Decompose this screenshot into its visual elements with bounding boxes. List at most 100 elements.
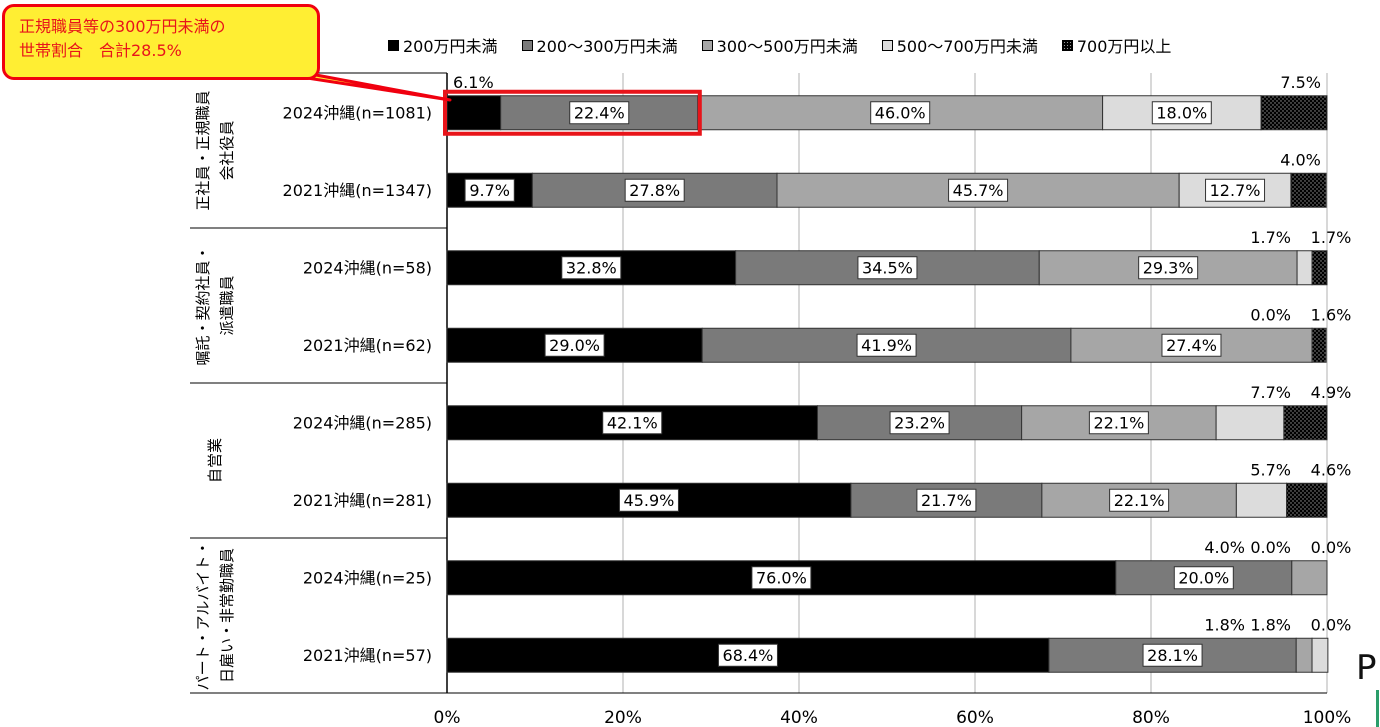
x-tick-label: 20% — [604, 708, 642, 727]
segment-label-box — [544, 333, 605, 357]
segment-label: 42.1% — [607, 413, 658, 432]
x-tick-label: 60% — [956, 708, 994, 727]
segment-label-box — [1138, 256, 1199, 280]
segment-label: 22.1% — [1093, 413, 1144, 432]
legend-label: 700万円以上 — [1076, 37, 1172, 56]
segment-label: 0.0% — [1250, 305, 1291, 324]
segment-label-box — [870, 101, 931, 125]
segment-label-box — [1151, 101, 1212, 125]
segment-label-box — [889, 411, 950, 435]
x-axis-ticks: 0% 20% 40% 60% 80% 100% — [434, 708, 1352, 727]
segment-label: 20.0% — [1178, 568, 1229, 587]
segment-label: 7.5% — [1280, 73, 1321, 92]
bar-segment — [1215, 405, 1285, 441]
row-label: 2024沖縄(n=285) — [293, 413, 432, 432]
segment-label: 76.0% — [756, 568, 807, 587]
segment-label: 0.0% — [1311, 538, 1352, 557]
segment-label: 4.0% — [1204, 538, 1245, 557]
segment-label: 41.9% — [861, 336, 912, 355]
highlight-rect — [443, 89, 702, 136]
segment-label: 4.0% — [1280, 150, 1321, 169]
bar-segment — [1283, 405, 1328, 441]
segment-label-box — [1161, 333, 1222, 357]
segment-label: 32.8% — [566, 258, 617, 277]
category-axis-frame — [190, 72, 1327, 694]
segment-label: 4.6% — [1311, 460, 1352, 479]
row-label: 2021沖縄(n=57) — [303, 646, 432, 665]
segment-label-box — [1173, 566, 1234, 590]
callout-line-1: 正規職員等の300万円未満の — [19, 17, 226, 36]
segment-label-box — [1205, 178, 1266, 202]
legend-item: 200～300万円未満 — [521, 33, 678, 57]
segment-label: 7.7% — [1250, 383, 1291, 402]
row-label: 2021沖縄(n=62) — [303, 336, 432, 355]
segment-label: 27.8% — [629, 181, 680, 200]
segment-label: 23.2% — [894, 413, 945, 432]
group-label: パート・アルバイト・ — [194, 541, 212, 691]
bar-segment — [446, 95, 502, 131]
segment-label-box — [561, 256, 622, 280]
segment-label: 4.9% — [1311, 383, 1352, 402]
group-label: 会社役員 — [218, 120, 236, 180]
segment-label: 0.0% — [1311, 615, 1352, 634]
group-label: 正社員・正規職員 — [194, 90, 212, 210]
segment-label: 29.0% — [549, 336, 600, 355]
segment-label: 22.4% — [574, 103, 625, 122]
segment-label: 45.7% — [953, 181, 1004, 200]
segment-label: 1.8% — [1250, 615, 1291, 634]
legend: 200万円未満 200～300万円未満 300～500万円未満 500～700万円未満… — [388, 33, 1171, 57]
x-tick-label: 100% — [1303, 708, 1352, 727]
segment-label-box — [916, 488, 977, 512]
segment-label: 18.0% — [1156, 103, 1207, 122]
group-label: 派遣職員 — [218, 275, 236, 335]
segment-label: 1.8% — [1204, 615, 1245, 634]
segment-label: 22.1% — [1114, 491, 1165, 510]
highlight-box — [443, 89, 702, 136]
x-tick-label: 80% — [1132, 708, 1170, 727]
row-label: 2021沖縄(n=1347) — [283, 181, 432, 200]
bar-segment — [1311, 327, 1327, 363]
segment-label: 0.0% — [1250, 538, 1291, 557]
segment-label: 68.4% — [723, 646, 774, 665]
bar-segment — [1235, 482, 1288, 518]
bar-segment — [1291, 560, 1328, 596]
segment-label-box — [857, 256, 918, 280]
legend-swatch — [881, 39, 893, 51]
segment-label-box — [1109, 488, 1170, 512]
segment-label-box — [624, 178, 685, 202]
segment-label-box — [464, 178, 515, 202]
legend-item: 300～500万円未満 — [701, 33, 858, 57]
bar-segment — [1260, 95, 1328, 131]
legend-swatch — [388, 39, 399, 51]
segment-label-box — [618, 488, 679, 512]
segment-label-box — [1088, 411, 1149, 435]
row-label: 2024沖縄(n=25) — [303, 568, 432, 587]
x-tick-label: 0% — [434, 708, 461, 727]
group-label: 嘱託・契約社員・ — [194, 245, 212, 365]
segment-label: 29.3% — [1143, 258, 1194, 277]
segment-label-box — [717, 643, 778, 667]
corner-text: P — [1356, 648, 1377, 688]
legend-swatch — [521, 39, 533, 51]
legend-swatch — [701, 39, 713, 51]
segment-label: 12.7% — [1210, 181, 1261, 200]
callout-line-2: 世帯割合 合計28.5% — [19, 41, 182, 60]
group-label: 自営業 — [206, 438, 224, 483]
bar-segment — [1311, 637, 1329, 673]
segment-label-box — [948, 178, 1009, 202]
segment-label: 45.9% — [624, 491, 675, 510]
segment-label: 21.7% — [921, 491, 972, 510]
segment-label: 5.7% — [1250, 460, 1291, 479]
legend-item: 200万円未満 — [388, 33, 498, 57]
segment-label-box — [856, 333, 917, 357]
legend-label: 300～500万円未満 — [716, 37, 858, 56]
group-label: 日雇い・非常勤職員 — [218, 548, 236, 683]
x-tick-label: 40% — [780, 708, 818, 727]
segment-label: 27.4% — [1166, 336, 1217, 355]
legend-swatch — [1061, 39, 1073, 51]
segment-label: 9.7% — [469, 181, 510, 200]
gridlines — [622, 73, 1328, 693]
segment-label: 34.5% — [862, 258, 913, 277]
